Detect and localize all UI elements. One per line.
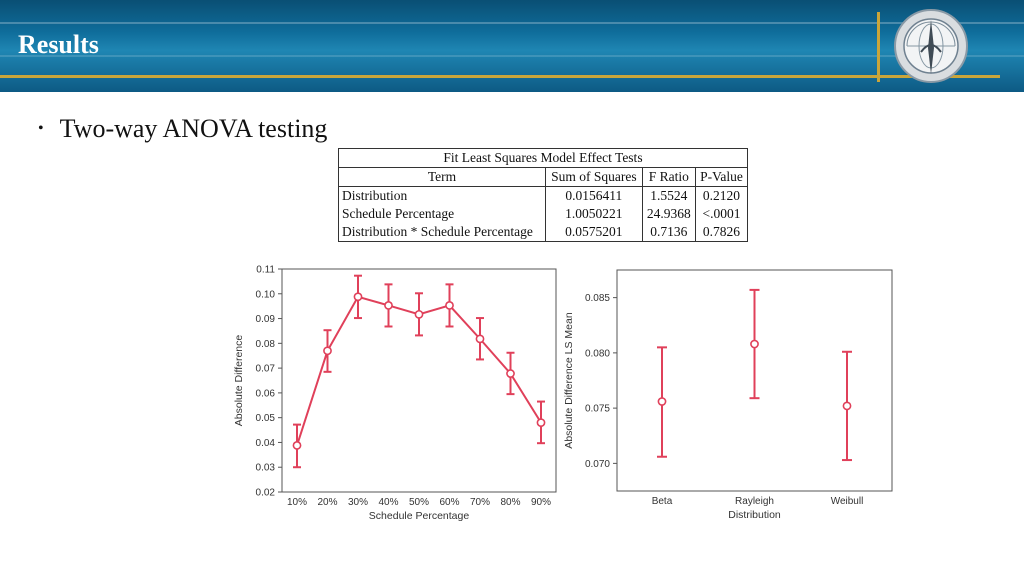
effect-tests-table: Fit Least Squares Model Effect Tests Ter… [338,148,749,242]
data-point [536,418,546,428]
table-caption: Fit Least Squares Model Effect Tests [338,148,748,168]
banner-background [0,0,1024,92]
column-header: F Ratio [641,167,696,187]
bullet-text: Two-way ANOVA testing [59,114,328,143]
plot-frame [281,268,557,493]
x-axis-label: Distribution [728,509,781,521]
x-tick-label: 90% [531,497,551,508]
data-point [384,301,393,310]
data-point [750,339,759,349]
bullet-dot: • [38,120,44,137]
x-tick-label: 20% [317,497,337,508]
y-tick-label: 0.09 [256,314,276,325]
y-tick-label: 0.070 [585,459,610,470]
x-tick-label: 60% [439,497,459,508]
x-tick-label: Beta [652,496,673,507]
y-tick-label: 0.03 [256,463,276,474]
schedule-percentage-chart: 0.02 0.03 0.04 0.05 0.06 0.07 0.08 0.09 0.10 0.11… [233,265,557,522]
y-tick-label: 0.02 [256,488,276,499]
sum-squares-cell: 0.0156411 [544,186,643,205]
column-header: Term [338,167,546,187]
y-axis-label: Absolute Difference [233,335,245,427]
banner-gold-line [0,75,1000,78]
column-header: Sum of Squares [544,167,643,187]
data-point [445,301,454,310]
distribution-chart: 0.070 0.075 0.080 0.085 Beta Rayleigh Weibull D… [563,269,893,521]
banner-streak [0,22,1024,24]
plot-frame [616,269,893,492]
column-header: P-Value [694,167,749,187]
y-tick-label: 0.11 [256,265,275,276]
data-point [414,309,424,319]
y-tick-label: 0.10 [256,289,276,300]
table-row: Distribution * Schedule Percentage 0.057… [338,223,749,242]
data-point [323,346,332,356]
x-tick-label: 40% [378,497,398,508]
term-cell: Distribution * Schedule Percentage [338,223,546,242]
x-axis-label: Schedule Percentage [369,510,470,522]
table-row: Schedule Percentage 1.0050221 24.9368 <.… [338,205,749,223]
data-point [506,369,515,378]
f-ratio-cell: 1.5524 [641,186,696,205]
sum-squares-cell: 0.0575201 [544,223,643,242]
y-tick-label: 0.08 [256,339,276,350]
banner-streak [0,55,1024,57]
y-tick-label: 0.075 [585,404,610,415]
f-ratio-cell: 24.9368 [641,205,696,223]
x-tick-label: 10% [287,497,307,508]
bullet-item: • Two-way ANOVA testing [38,114,327,144]
p-value-cell: 0.7826 [694,223,749,242]
data-point [657,397,667,406]
x-tick-label: 70% [470,497,490,508]
p-value-cell: 0.2120 [694,186,749,205]
f-ratio-cell: 0.7136 [641,223,696,242]
title-banner: Results [0,0,1024,92]
x-tick-label: 50% [409,497,429,508]
table-row: Distribution 0.0156411 1.5524 0.2120 [338,186,749,205]
seal-logo-icon [894,9,968,83]
data-point [292,441,302,450]
term-cell: Distribution [338,186,546,205]
y-tick-label: 0.04 [256,438,276,449]
p-value-cell: <.0001 [694,205,749,223]
x-tick-label: 30% [348,497,368,508]
x-tick-label: Rayleigh [735,496,774,507]
data-point [475,334,485,344]
banner-gold-divider [877,12,880,82]
x-tick-label: 80% [500,497,520,508]
term-cell: Schedule Percentage [338,205,546,223]
y-tick-label: 0.080 [585,348,610,359]
data-point [353,292,363,302]
y-axis-label: Absolute Difference LS Mean [563,312,575,449]
page-title: Results [18,30,99,59]
y-tick-label: 0.085 [585,293,610,304]
y-tick-label: 0.07 [256,364,276,375]
x-tick-label: Weibull [831,496,864,507]
data-point [842,401,852,411]
sum-squares-cell: 1.0050221 [544,205,643,223]
y-tick-label: 0.05 [256,413,276,424]
y-tick-label: 0.06 [256,388,276,399]
